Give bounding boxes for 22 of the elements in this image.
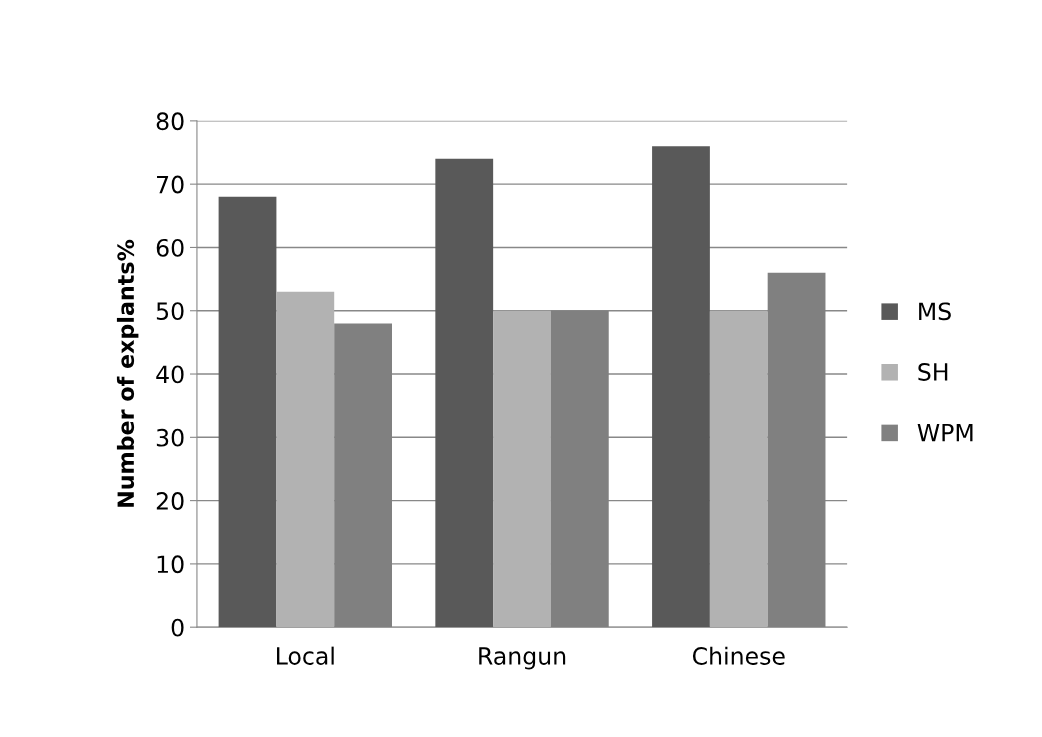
y-tick-label: 70: [157, 175, 184, 194]
y-tick-label: 60: [156, 238, 184, 257]
x-tick-label: Chinese: [692, 646, 785, 665]
y-tick-label: 30: [156, 428, 184, 447]
x-tick-label: Local: [277, 646, 334, 665]
y-tick-label: 0: [171, 618, 184, 637]
bar: [218, 196, 277, 628]
legend-label: WPM: [917, 423, 973, 442]
bar: [276, 291, 335, 628]
y-tick-label: 40: [156, 365, 184, 384]
bar: [435, 158, 494, 628]
x-tick-label: Rangun: [479, 647, 566, 670]
bar: [493, 310, 551, 628]
y-axis-title: Number of explants%: [116, 239, 139, 507]
y-tick-label: 80: [156, 112, 184, 131]
bar: [709, 310, 768, 628]
bar: [652, 146, 710, 628]
legend-label: SH: [918, 363, 948, 381]
legend-label: MS: [919, 302, 951, 321]
y-tick-label: 20: [156, 492, 184, 510]
y-tick-label: 10: [157, 555, 184, 574]
y-tick-label: 50: [156, 302, 184, 321]
